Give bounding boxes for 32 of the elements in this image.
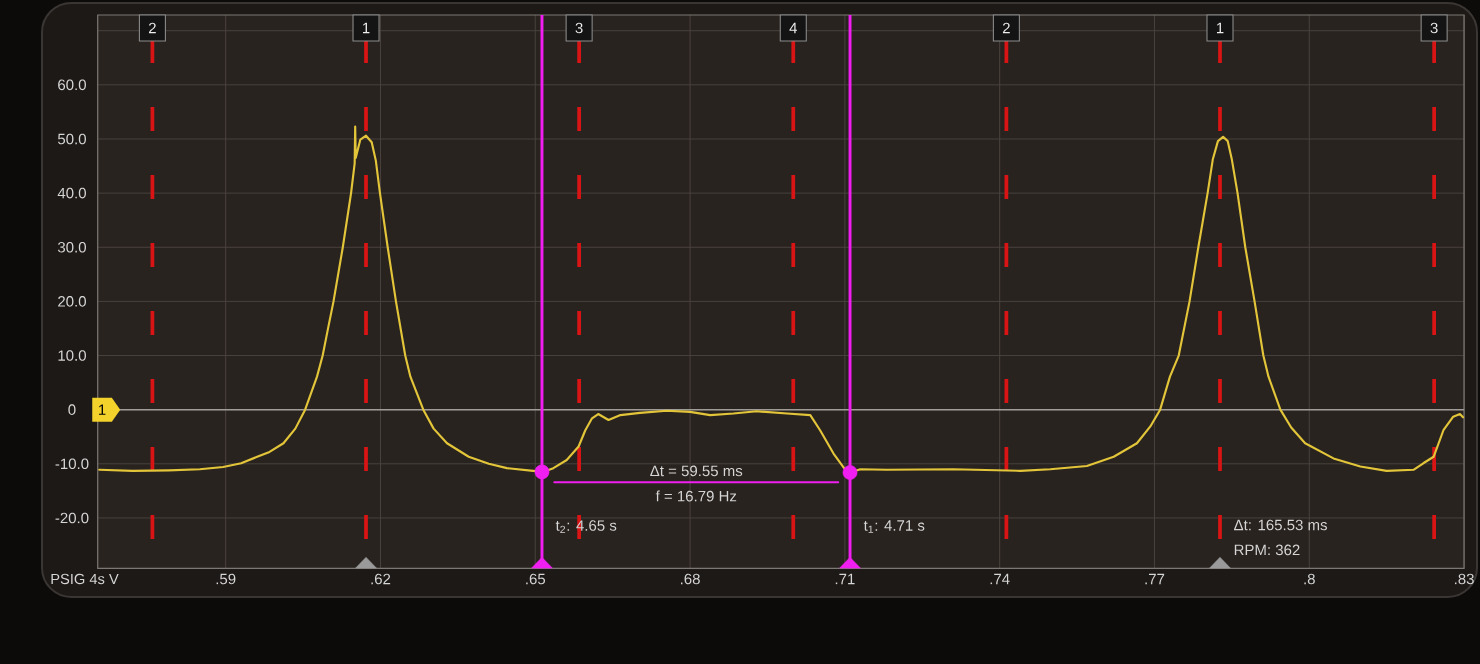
annotation: 3	[575, 22, 583, 34]
annotation: 3	[1430, 22, 1438, 34]
y-tick-label: 20.0	[58, 296, 86, 307]
annotation: 2	[148, 22, 156, 34]
x-tick-label: .62	[371, 573, 391, 585]
text: PSIG 4s V	[51, 573, 119, 585]
x-tick-label: .74	[990, 573, 1010, 585]
y-tick-label: 30.0	[57, 241, 86, 253]
x-tick-label: .68	[681, 573, 700, 585]
x-tick-label: .83	[1455, 573, 1474, 585]
annotation: 1	[99, 404, 106, 415]
annotation: 4	[789, 22, 797, 34]
y-tick-label: 0	[68, 404, 76, 415]
y-tick-label: 10.0	[58, 350, 86, 361]
annotation: f = 16.79 Hz	[655, 490, 737, 502]
y-tick-label: 40.0	[57, 187, 86, 199]
annotation: 1	[1216, 22, 1224, 34]
annotation: 2	[1002, 22, 1010, 34]
y-tick-label: -10.0	[55, 458, 89, 470]
x-tick-label: .77	[1145, 573, 1165, 585]
x-tick-label: .8	[1304, 573, 1315, 585]
x-tick-label: .59	[216, 573, 236, 585]
y-tick-label: 60.0	[58, 79, 86, 91]
y-tick-label: 50.0	[57, 133, 86, 145]
annotation: Δt: 165.53 ms	[1234, 519, 1328, 531]
annotation: 1	[363, 22, 370, 34]
x-tick-label: .71	[835, 573, 855, 585]
annotation: RPM: 362	[1234, 544, 1300, 556]
x-tick-label: .65	[526, 573, 546, 585]
annotation: t$_{1}$: 4.71 s	[863, 520, 925, 533]
annotation: Δt = 59.55 ms	[650, 465, 743, 477]
y-tick-label: -20.0	[55, 512, 89, 524]
